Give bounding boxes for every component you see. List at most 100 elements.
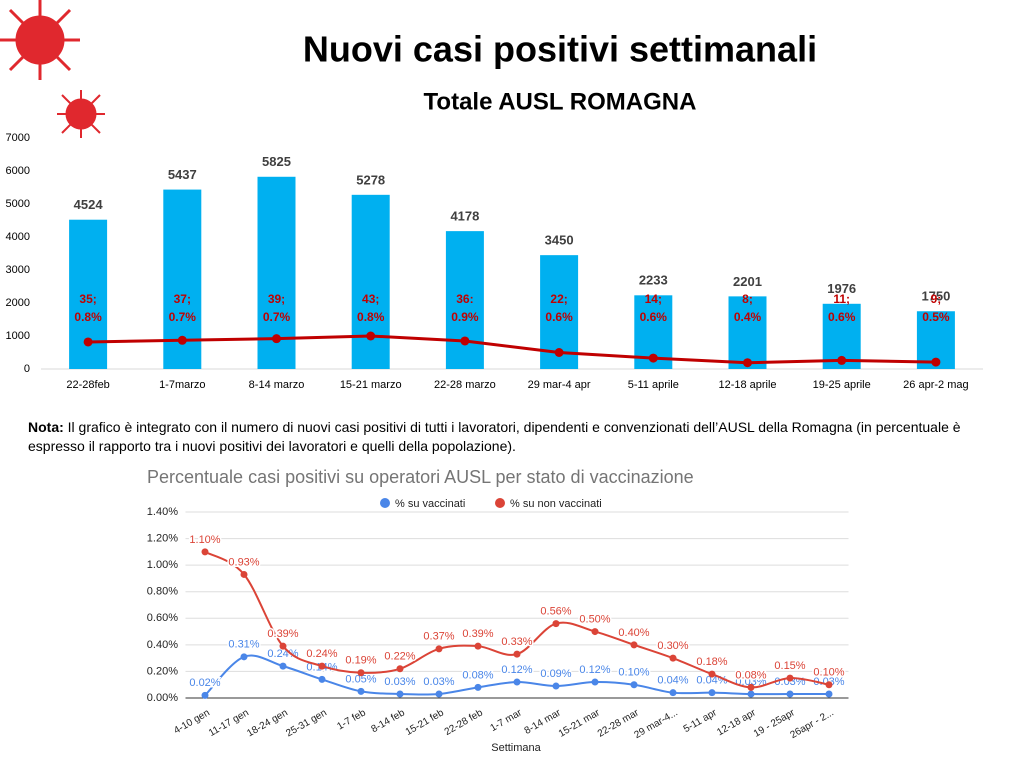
x-tick-label: 5-11 apr (682, 707, 720, 735)
data-label: 0.30% (657, 640, 688, 652)
bar-annotation: 0.5% (922, 310, 950, 324)
x-tick-label: 1-7 feb (335, 707, 368, 732)
line-point (318, 675, 326, 683)
y-tick-label: 0.40% (147, 639, 178, 651)
data-label: 0.05% (345, 673, 376, 685)
y-tick-label: 4000 (6, 231, 30, 243)
data-label: 0.19% (345, 655, 376, 667)
y-tick-label: 1.20% (147, 532, 178, 544)
line-point (648, 353, 658, 363)
bar-annotation: 9; (931, 292, 942, 306)
data-label: 0.03% (423, 676, 454, 688)
data-label: 0.40% (618, 627, 649, 639)
x-tick-label: 1-7 mar (488, 707, 524, 734)
line-point (272, 334, 281, 344)
data-label: 0.37% (423, 631, 454, 643)
data-label: 0.31% (228, 639, 259, 651)
line-point (240, 653, 248, 661)
line-point (318, 662, 326, 670)
legend-marker (495, 498, 505, 508)
line-point (708, 670, 716, 678)
bar-value-label: 5437 (168, 167, 197, 182)
bar-value-label: 3450 (545, 233, 574, 248)
data-label: 0.08% (462, 669, 493, 681)
chart-title: Nuovi casi positivi settimanali (303, 29, 817, 70)
line-point (747, 690, 755, 698)
line-point (201, 691, 209, 699)
legend-label: % su non vaccinati (510, 498, 602, 510)
line-point (747, 683, 755, 691)
x-tick-label: 15-21 feb (404, 707, 446, 738)
data-label: 0.08% (735, 669, 766, 681)
line-point (786, 690, 794, 698)
line-point (931, 357, 941, 367)
x-tick-label: 19-25 aprile (813, 379, 871, 391)
bar-annotation: 35; (79, 292, 96, 306)
data-label: 0.09% (540, 668, 571, 680)
y-tick-label: 2000 (6, 297, 30, 309)
y-tick-label: 6000 (6, 165, 30, 177)
line (88, 334, 936, 365)
y-tick-label: 7000 (6, 132, 30, 144)
x-tick-label: 8-14 marzo (249, 379, 305, 391)
chart-title: Percentuale casi positivi su operatori A… (147, 467, 694, 487)
x-tick-label: 1-7marzo (159, 379, 205, 391)
bar-value-label: 4178 (450, 209, 479, 224)
bar-annotation: 14; (645, 292, 662, 306)
bar-annotation: 43; (362, 292, 379, 306)
bar-annotation: 0.4% (734, 310, 762, 324)
x-tick-label: 12-18 apr (715, 707, 758, 738)
x-tick-label: 22-28feb (66, 379, 109, 391)
line-point (474, 683, 482, 691)
y-tick-label: 1.00% (147, 559, 178, 571)
data-label: 0.50% (579, 613, 610, 625)
bar-value-label: 2201 (733, 274, 762, 289)
data-label: 0.24% (267, 648, 298, 660)
line-point (630, 641, 638, 649)
x-tick-label: 4-10 gen (172, 707, 212, 736)
line-point (786, 674, 794, 682)
bar-value-label: 5825 (262, 154, 291, 169)
line-point (513, 650, 521, 658)
line-point (669, 689, 677, 697)
note-text: Il grafico è integrato con il numero di … (28, 419, 961, 454)
x-tick-label: 22-28 marzo (434, 379, 496, 391)
legend-marker (380, 498, 390, 508)
data-label: 0.10% (813, 667, 844, 679)
data-label: 0.22% (384, 651, 415, 663)
bar-annotation: 36: (456, 292, 473, 306)
bar-annotation: 11; (833, 292, 850, 306)
bar-annotation: 37; (174, 292, 191, 306)
line-point (825, 681, 833, 689)
data-label: 0.24% (306, 648, 337, 660)
line-point (591, 678, 599, 686)
x-tick-label: 15-21 mar (557, 707, 603, 740)
data-label: 0.04% (657, 675, 688, 687)
line-point (630, 681, 638, 689)
data-label: 0.56% (540, 606, 571, 618)
line-point (435, 645, 443, 653)
y-tick-label: 0.00% (147, 692, 178, 704)
bar-annotation: 0.7% (263, 310, 291, 324)
bar-value-label: 1750 (921, 289, 950, 304)
line-point (435, 690, 443, 698)
line-point (591, 628, 599, 636)
line-point (357, 669, 365, 677)
line-point (743, 358, 752, 368)
y-tick-label: 1000 (6, 330, 30, 342)
data-label: 0.33% (501, 636, 532, 648)
bar-annotation: 0.6% (640, 310, 668, 324)
line-point (396, 690, 404, 698)
x-tick-label: 5-11 aprile (628, 379, 679, 391)
line-point (460, 336, 470, 346)
bar (728, 296, 767, 369)
bar-value-label: 4524 (74, 197, 104, 212)
virus-icon (0, 0, 105, 138)
x-tick-label: 15-21 marzo (340, 379, 402, 391)
bar-value-label: 1976 (827, 281, 856, 296)
line-point (396, 665, 404, 673)
note: Nota: Il grafico è integrato con il nume… (28, 418, 1003, 456)
x-tick-label: 22-28 feb (443, 707, 485, 738)
line-point (552, 682, 560, 690)
